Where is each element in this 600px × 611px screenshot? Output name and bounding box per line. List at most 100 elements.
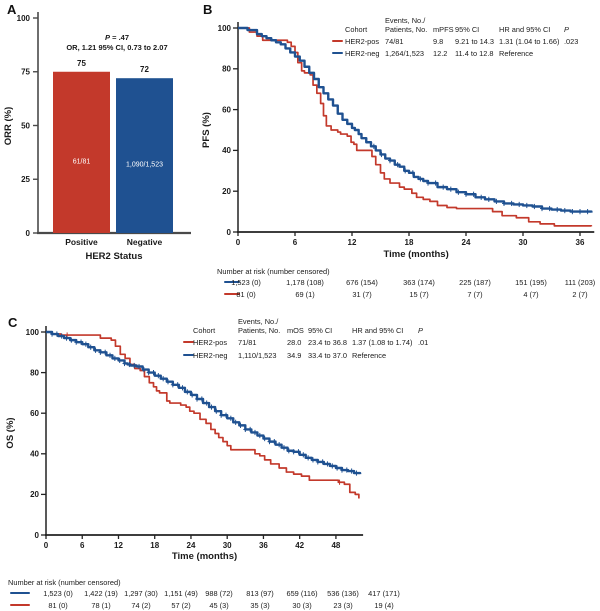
legend-cell: 1,110/1,523 <box>238 351 277 360</box>
panel-c: C 0 20 40 60 80 100 0 6 12 18 24 30 36 42 48 OS (%) Time… <box>0 312 600 611</box>
y-axis-title: ORR (%) <box>3 107 14 146</box>
risk-cell: 1,178 (108) <box>286 278 324 287</box>
y-tick-label: 0 <box>227 228 232 237</box>
legend-cell: .01 <box>418 338 429 347</box>
x-tick-label: 18 <box>405 238 414 247</box>
km-curve-her2-neg <box>238 26 593 213</box>
y-tick-label: 25 <box>21 175 30 184</box>
legend-cell: Reference <box>499 49 534 58</box>
y-tick-label: 60 <box>222 105 231 114</box>
legend-cell: 11.4 to 12.8 <box>455 49 494 58</box>
y-axis-title: OS (%) <box>5 417 16 448</box>
bar-fraction-label: 61/81 <box>73 158 91 165</box>
risk-cell: 1,523 (0) <box>43 589 73 598</box>
risk-cell: 1,151 (49) <box>164 589 198 598</box>
panel-c-label: C <box>8 315 18 330</box>
risk-row-marker <box>224 281 240 284</box>
risk-cell: 30 (3) <box>292 601 312 610</box>
panel-a-label: A <box>7 2 17 17</box>
panel-b-label: B <box>203 2 213 17</box>
y-tick-label: 100 <box>26 328 40 337</box>
x-tick-label: 18 <box>150 541 159 550</box>
risk-cell: 111 (203) <box>564 278 596 287</box>
x-category-label: Negative <box>127 237 163 247</box>
risk-cell: 676 (154) <box>346 278 378 287</box>
p-value-annotation: P = .47 <box>105 33 129 42</box>
bar-positive <box>53 71 110 233</box>
legend-header-mpfs: mPFS <box>433 25 454 34</box>
bar-fraction-label: 1,090/1,523 <box>126 161 163 168</box>
y-tick-label: 80 <box>222 65 231 74</box>
legend-cell: 9.8 <box>433 37 444 46</box>
legend-header-hr-and-95-ci: HR and 95% CI <box>499 25 551 34</box>
x-tick-label: 24 <box>462 238 471 247</box>
risk-cell: 363 (174) <box>403 278 435 287</box>
legend-header-cohort: Cohort <box>345 25 368 34</box>
risk-cell: 417 (171) <box>368 589 400 598</box>
legend-header-patients-no-: Patients, No. <box>385 25 428 34</box>
risk-row-marker <box>224 293 240 296</box>
risk-cell: 1,297 (30) <box>124 589 158 598</box>
risk-cell: 23 (3) <box>333 601 353 610</box>
x-tick-label: 24 <box>187 541 196 550</box>
legend-header-95-ci: 95% CI <box>455 25 480 34</box>
legend-cell: 28.0 <box>287 338 302 347</box>
legend-cell: 12.2 <box>433 49 448 58</box>
risk-cell: 151 (195) <box>515 278 547 287</box>
risk-cell: 81 (0) <box>236 290 256 299</box>
x-tick-label: 6 <box>80 541 85 550</box>
orr-bar-chart: 0 25 50 75 100 ORR (%) 75 61/81 Positive 72 1,090/… <box>3 12 191 262</box>
y-tick-label: 0 <box>35 531 40 540</box>
y-tick-label: 0 <box>26 229 31 238</box>
pfs-km-plot: 0 20 40 60 80 100 0 6 12 18 24 30 36 PFS (%) Time (mon… <box>201 22 595 260</box>
y-tick-label: 75 <box>21 68 30 77</box>
y-tick-label: 80 <box>30 368 39 377</box>
risk-cell: 74 (2) <box>131 601 151 610</box>
y-tick-label: 50 <box>21 121 30 130</box>
risk-table-title: Number at risk (number censored) <box>217 267 330 276</box>
risk-cell: 659 (116) <box>286 589 318 598</box>
x-tick-label: 30 <box>223 541 232 550</box>
legend-cell: 74/81 <box>385 37 404 46</box>
y-tick-label: 20 <box>222 187 231 196</box>
risk-cell: 4 (7) <box>523 290 539 299</box>
legend-cell: 1,264/1,523 <box>385 49 425 58</box>
legend-marker-her2-pos <box>183 341 194 344</box>
legend-header-95-ci: 95% CI <box>308 326 333 335</box>
y-tick-label: 100 <box>17 14 31 23</box>
risk-cell: 536 (136) <box>327 589 359 598</box>
legend-cell: HER2-neg <box>345 49 380 58</box>
bar-value-label: 72 <box>140 65 149 74</box>
x-tick-label: 6 <box>293 238 298 247</box>
risk-cell: 31 (7) <box>352 290 372 299</box>
legend-cell: 1.37 (1.08 to 1.74) <box>352 338 413 347</box>
risk-cell: 1,523 (0) <box>231 278 261 287</box>
legend-header-p: P <box>564 25 569 34</box>
y-tick-label: 60 <box>30 409 39 418</box>
legend-cell: .023 <box>564 37 579 46</box>
risk-cell: 225 (187) <box>459 278 491 287</box>
y-tick-label: 40 <box>222 146 231 155</box>
legend-header-p: P <box>418 326 423 335</box>
y-tick-label: 40 <box>30 450 39 459</box>
risk-cell: 2 (7) <box>572 290 588 299</box>
x-tick-label: 0 <box>44 541 49 550</box>
x-axis-title: Time (months) <box>383 249 448 260</box>
legend-header-events-line1: Events, No./ <box>385 16 426 25</box>
legend-cell: 34.9 <box>287 351 302 360</box>
legend-cell: Reference <box>352 351 387 360</box>
risk-cell: 1,422 (19) <box>84 589 118 598</box>
bar-negative <box>116 78 173 233</box>
x-tick-label: 36 <box>576 238 585 247</box>
legend-marker-her2-neg <box>183 354 194 357</box>
legend-cell: 1.31 (1.04 to 1.66) <box>499 37 560 46</box>
legend-header-events-line1: Events, No./ <box>238 317 279 326</box>
legend-header-hr-and-95-ci: HR and 95% CI <box>352 326 404 335</box>
risk-cell: 15 (7) <box>409 290 429 299</box>
x-axis-title: HER2 Status <box>85 251 142 262</box>
legend-header-cohort: Cohort <box>193 326 216 335</box>
legend-cell: HER2-pos <box>345 37 380 46</box>
risk-table-title: Number at risk (number censored) <box>8 578 121 587</box>
x-tick-label: 12 <box>348 238 357 247</box>
